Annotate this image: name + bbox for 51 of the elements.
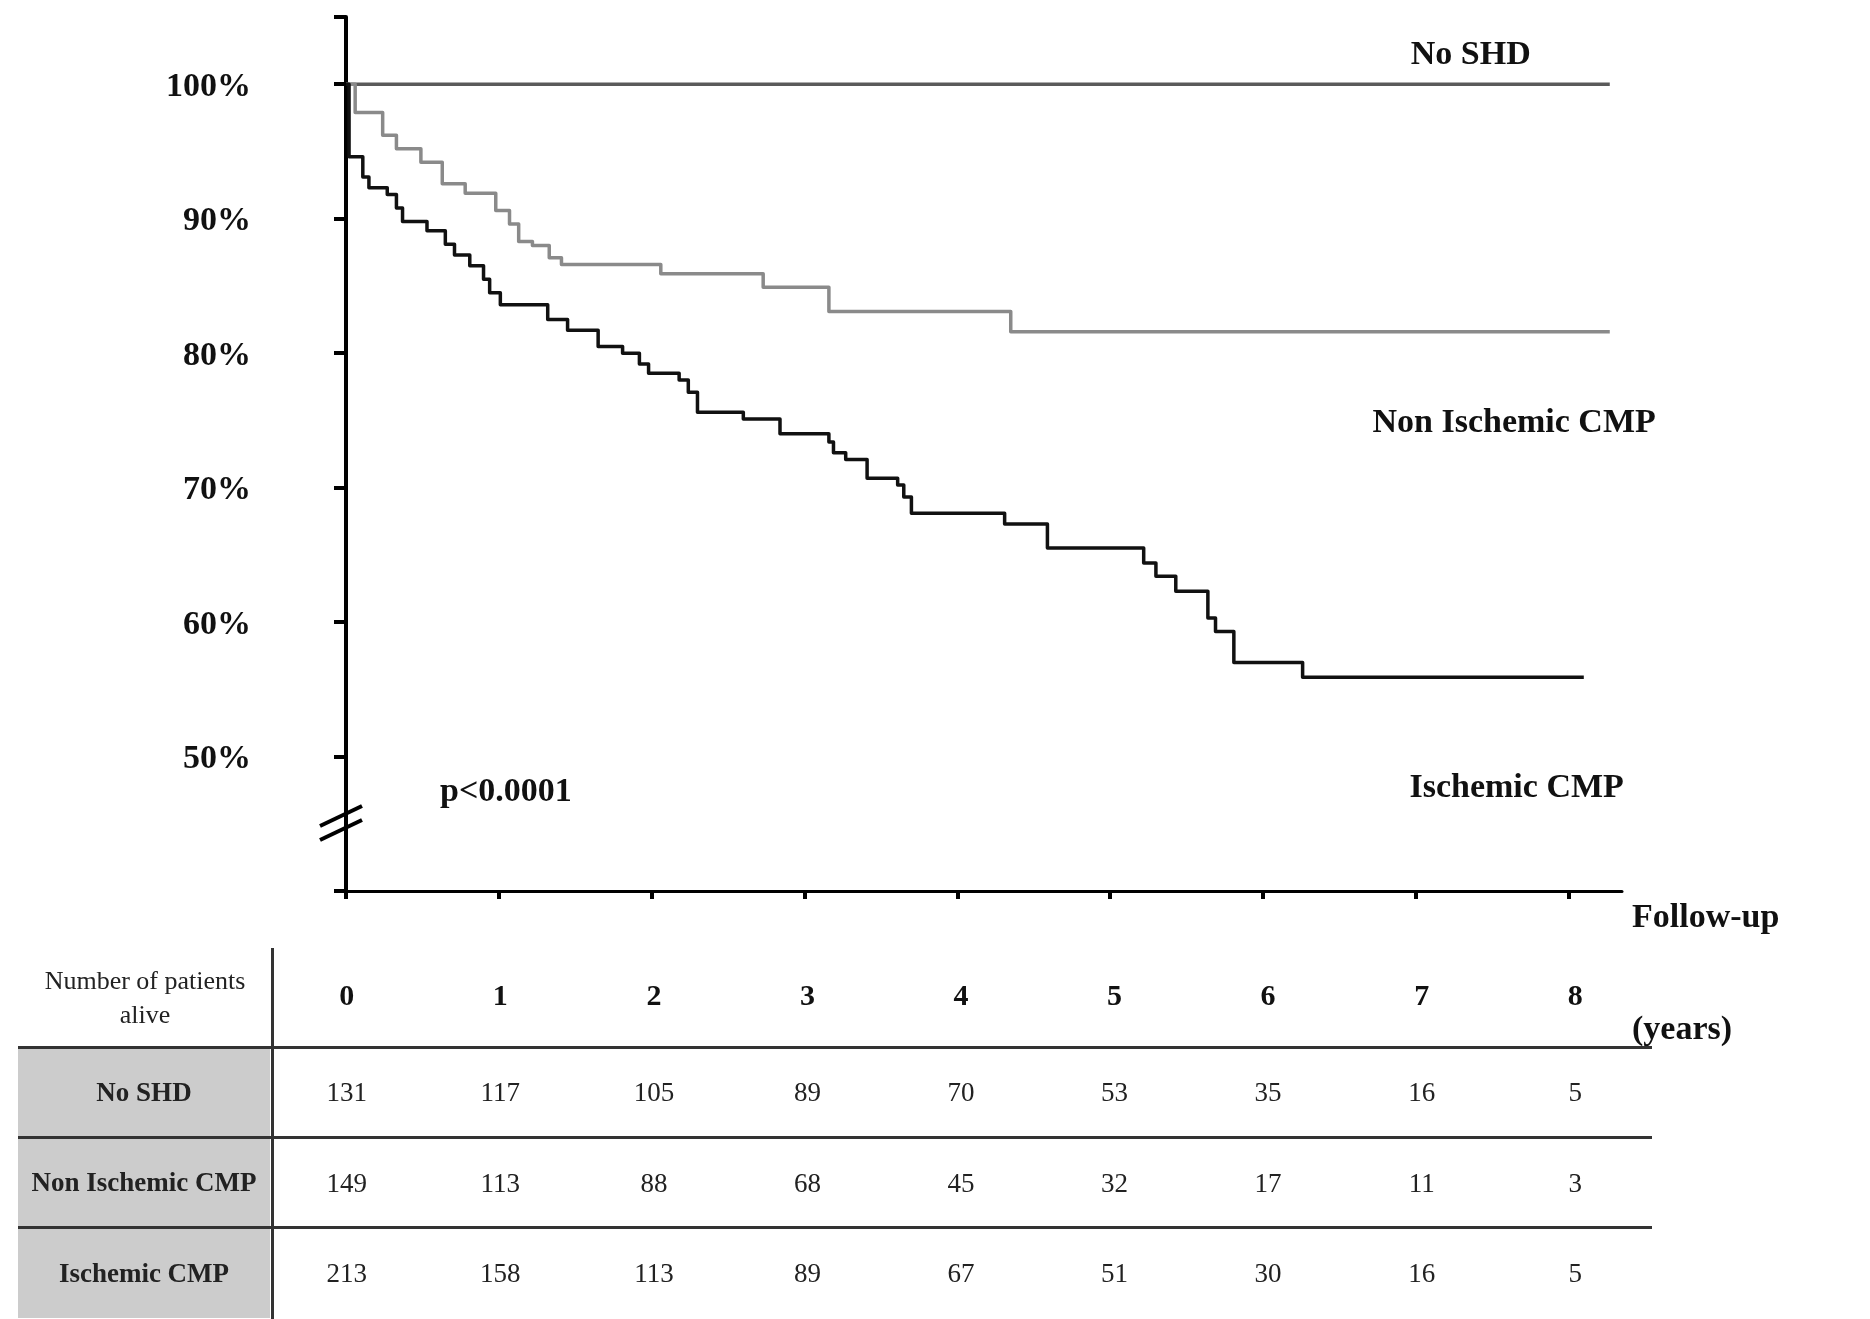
data-label: 16 [1408,1077,1436,1108]
data-label: 105 [633,1077,675,1108]
y-tick-label: Non Ischemic CMP [18,1137,270,1227]
data-label: 117 [480,1077,521,1108]
data-label: 89 [793,1257,821,1288]
data-label: 5 [1568,1257,1582,1288]
x-tick-label: 1 [492,977,508,1011]
data-label: 213 [326,1257,368,1288]
series-label: No SHD [1410,33,1531,71]
data-label: 17 [1254,1167,1282,1198]
data-label: 35 [1254,1077,1282,1108]
y-tick-label: 70% [183,469,251,507]
data-label: 5 [1568,1077,1582,1108]
data-label: 88 [640,1167,668,1198]
data-label: 3 [1568,1167,1582,1198]
chart-title: Number of patients alive [43,964,247,1031]
annotation: p<0.0001 [440,770,572,808]
y-tick-label: 90% [183,200,251,238]
data-label: 89 [793,1077,821,1108]
text: Non Ischemic CMP [1372,402,1656,440]
y-tick-label: Ischemic CMP [18,1227,270,1318]
data-label: 70 [947,1077,975,1108]
data-label: 16 [1408,1257,1436,1288]
x-tick-label: 2 [646,977,662,1011]
text: Ischemic CMP [1409,766,1624,804]
y-tick-label: No SHD [18,1047,270,1137]
x-tick-label: 8 [1567,977,1583,1011]
y-tick-label: 80% [183,334,251,372]
data-label: 32 [1101,1167,1129,1198]
y-tick-label: 100% [166,65,251,103]
data-label: 131 [326,1077,368,1108]
data-label: 113 [634,1257,674,1288]
data-label: 67 [947,1257,975,1288]
data-label: 113 [480,1167,521,1198]
data-label: 68 [793,1167,821,1198]
data-label: 149 [326,1167,368,1198]
y-tick-label: 50% [183,738,251,776]
data-label: 45 [947,1167,975,1198]
x-tick-label: 4 [953,977,969,1011]
data-label: 53 [1101,1077,1129,1108]
text: Follow-up (years) [1632,897,1780,1046]
x-tick-label: 7 [1414,977,1430,1011]
x-tick-label: 5 [1107,977,1123,1011]
data-label: 158 [480,1257,521,1288]
y-tick-label: 60% [183,603,251,641]
x-tick-label: 6 [1260,977,1276,1011]
data-label: 51 [1101,1257,1129,1288]
x-tick-label: 0 [339,977,355,1011]
x-tick-label: 3 [799,977,815,1011]
data-label: 11 [1408,1167,1435,1198]
data-label: 30 [1254,1257,1282,1288]
